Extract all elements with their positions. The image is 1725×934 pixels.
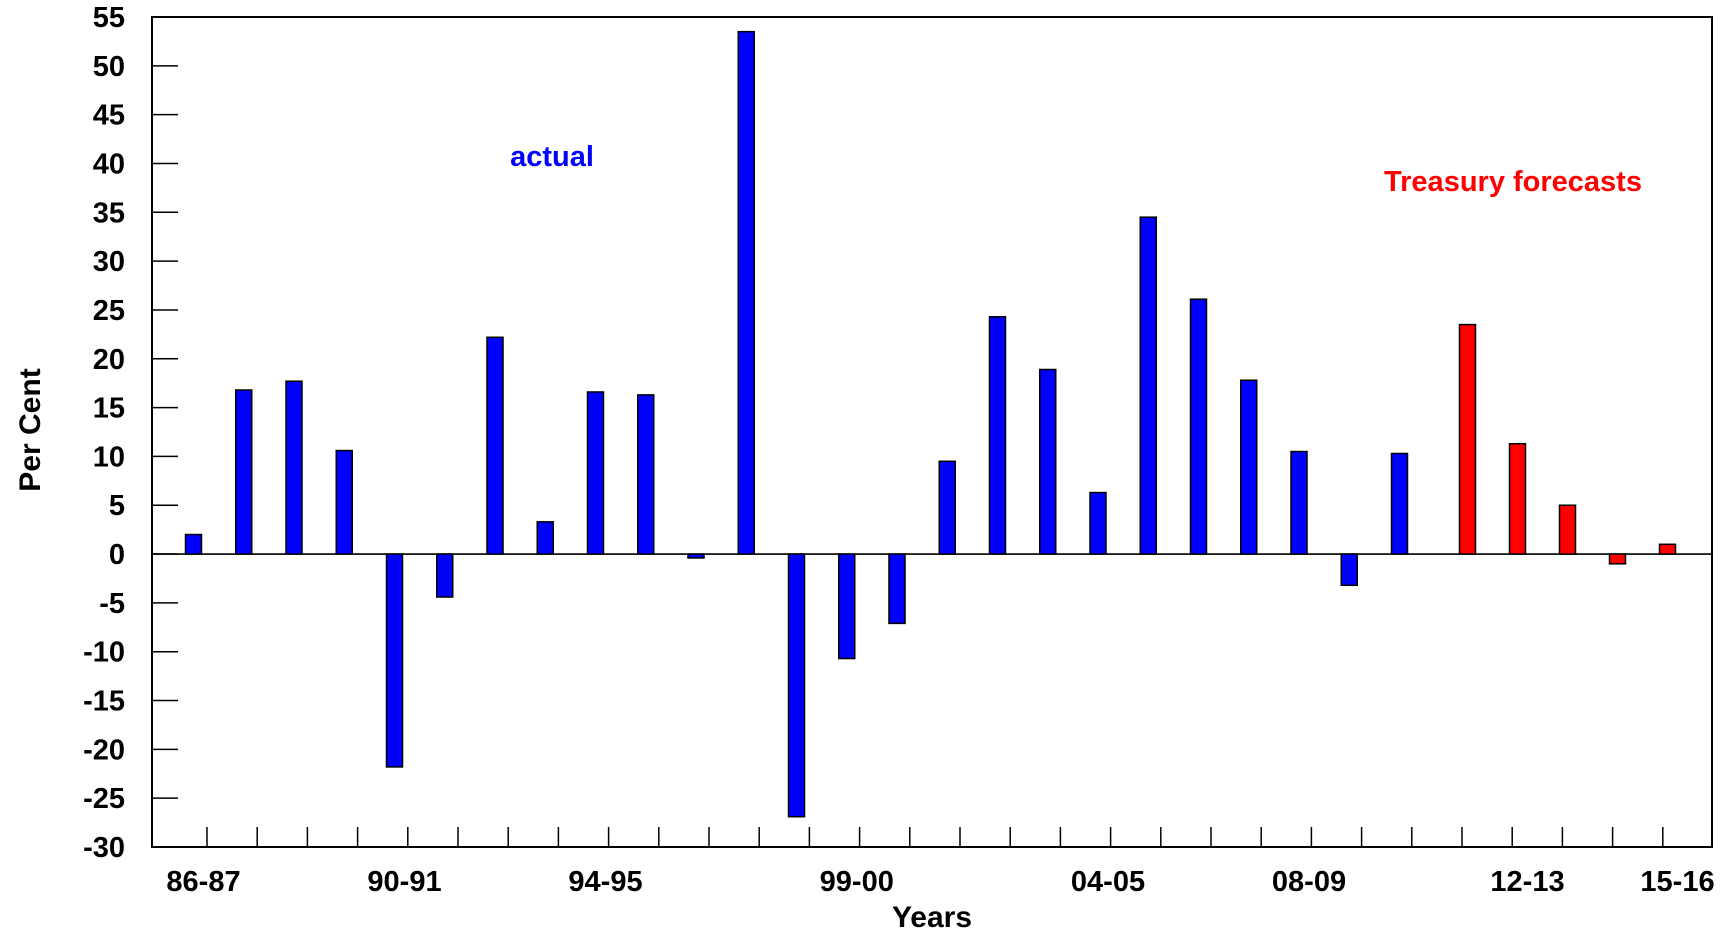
y-tick-label: 30 — [93, 246, 125, 278]
bar-forecast — [1508, 442, 1527, 555]
bar-actual — [938, 460, 956, 555]
bar-actual — [1039, 368, 1057, 555]
y-tick-label: -5 — [99, 588, 125, 620]
y-tick-label: 5 — [109, 490, 125, 522]
x-axis-title: Years — [892, 901, 972, 934]
bar-actual — [486, 336, 504, 555]
bar-actual — [988, 316, 1007, 555]
bar-forecast — [1458, 323, 1477, 555]
y-tick-label: 55 — [93, 2, 125, 34]
x-tick-label: 15-16 — [1640, 866, 1714, 898]
bar-actual — [1340, 553, 1358, 587]
bar-actual — [285, 380, 303, 555]
bar-actual — [888, 553, 906, 625]
y-tick-label: -25 — [83, 783, 125, 815]
y-axis-title: Per Cent — [14, 368, 47, 491]
bar-actual — [536, 521, 554, 555]
x-tick-label: 99-00 — [820, 866, 894, 898]
annotation-actual: actual — [510, 141, 594, 173]
x-tick-label: 90-91 — [367, 866, 441, 898]
bar-forecast — [1658, 543, 1677, 555]
y-tick-label: 45 — [93, 100, 125, 132]
bar-actual — [235, 389, 253, 555]
bar-actual — [436, 553, 454, 598]
bar-actual — [838, 553, 856, 660]
y-tick-label: -20 — [83, 734, 125, 766]
bar-forecast — [1558, 504, 1577, 555]
bar-actual — [1290, 450, 1308, 555]
y-tick-label: -10 — [83, 637, 125, 669]
x-tick-label: 86-87 — [166, 866, 240, 898]
y-tick-label: 15 — [93, 393, 125, 425]
x-tick-label: 12-13 — [1490, 866, 1564, 898]
bar-actual — [335, 449, 353, 555]
x-tick-label: 94-95 — [568, 866, 642, 898]
bar-actual — [637, 394, 655, 555]
annotation-treasury-forecasts: Treasury forecasts — [1384, 166, 1642, 198]
x-tick-label: 08-09 — [1272, 866, 1346, 898]
y-tick-label: 50 — [93, 51, 125, 83]
y-tick-label: 0 — [109, 539, 125, 571]
y-tick-label: -15 — [83, 686, 125, 718]
y-tick-label: 10 — [93, 441, 125, 473]
bar-forecast — [1608, 553, 1627, 565]
y-tick-label: 40 — [93, 148, 125, 180]
y-tick-label: 20 — [93, 344, 125, 376]
bar-actual — [687, 553, 705, 559]
bar-actual — [737, 30, 755, 555]
bar-actual — [1189, 298, 1208, 555]
bar-actual — [385, 553, 404, 768]
bar-actual — [586, 391, 605, 555]
bar-actual — [1390, 452, 1409, 555]
plot-frame — [151, 16, 1713, 848]
y-tick-label: -30 — [83, 832, 125, 864]
bar-actual — [184, 533, 203, 555]
y-tick-label: 35 — [93, 197, 125, 229]
y-tick-label: 25 — [93, 295, 125, 327]
bar-actual — [1240, 379, 1258, 555]
bar-actual — [1139, 216, 1157, 555]
x-tick-label: 04-05 — [1071, 866, 1145, 898]
bar-actual — [1089, 491, 1107, 555]
bar-actual — [787, 553, 806, 818]
